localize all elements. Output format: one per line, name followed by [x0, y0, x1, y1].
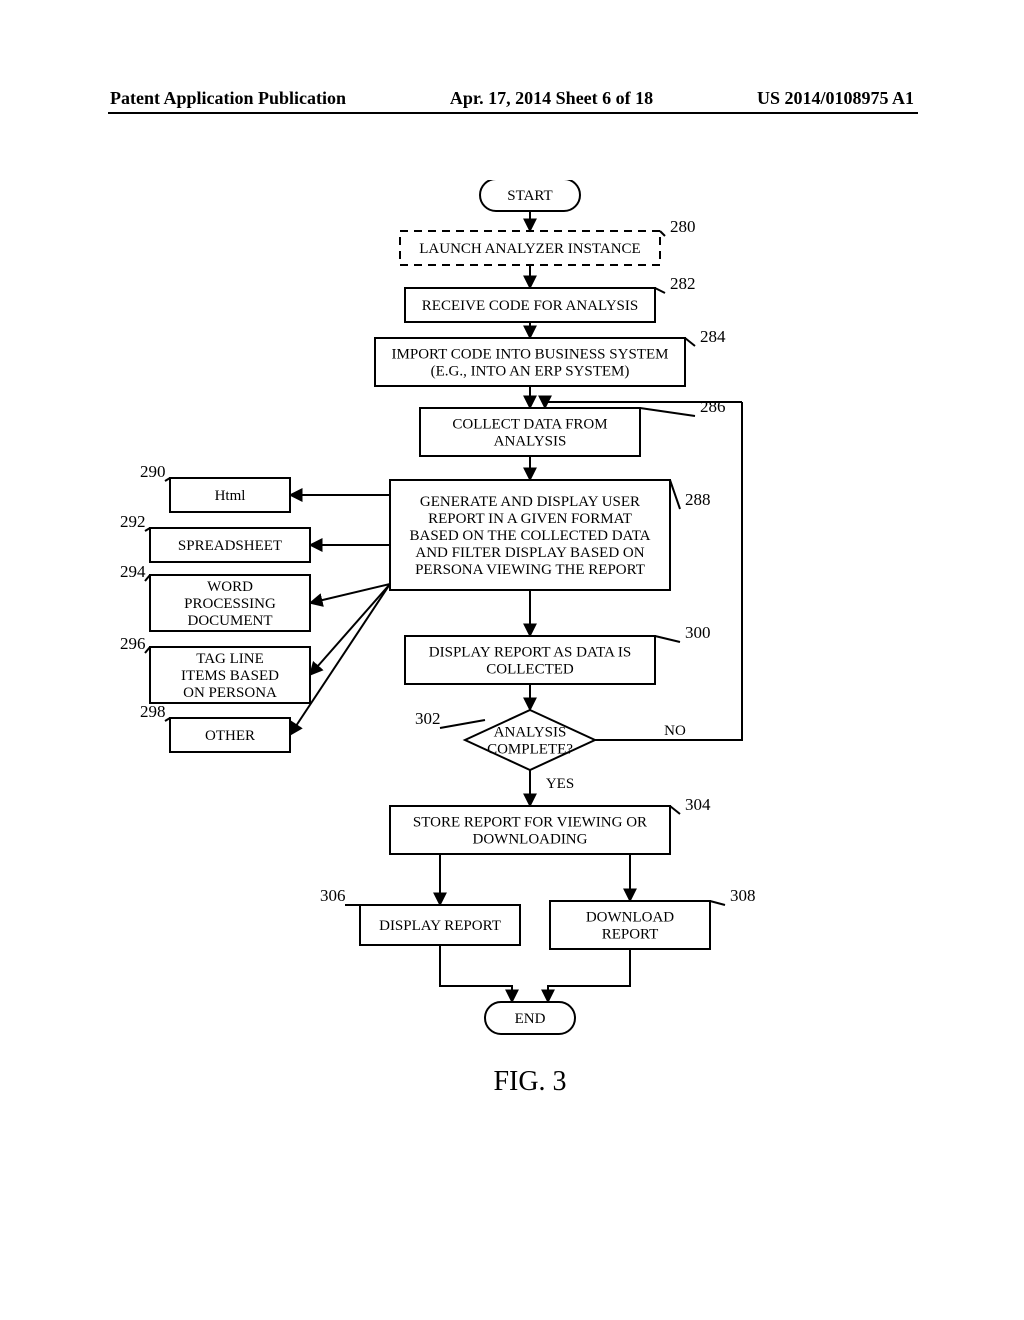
- header-center: Apr. 17, 2014 Sheet 6 of 18: [450, 88, 653, 109]
- svg-text:294: 294: [120, 562, 146, 581]
- svg-text:END: END: [515, 1011, 546, 1027]
- svg-text:Html: Html: [215, 488, 246, 504]
- flow-node-n308: DOWNLOADREPORT 308: [550, 886, 756, 949]
- header-left: Patent Application Publication: [110, 88, 346, 109]
- svg-text:ANALYSIS: ANALYSIS: [494, 434, 567, 450]
- flow-node-n280: LAUNCH ANALYZER INSTANCE 280: [400, 217, 696, 265]
- svg-text:LAUNCH ANALYZER INSTANCE: LAUNCH ANALYZER INSTANCE: [419, 241, 640, 257]
- flow-node-n304: STORE REPORT FOR VIEWING ORDOWNLOADING 30…: [390, 795, 711, 854]
- flow-node-n300: DISPLAY REPORT AS DATA ISCOLLECTED 300: [405, 623, 711, 684]
- svg-text:REPORT IN A GIVEN FORMAT: REPORT IN A GIVEN FORMAT: [428, 511, 632, 527]
- svg-text:DOCUMENT: DOCUMENT: [188, 613, 273, 629]
- svg-text:COLLECT DATA FROM: COLLECT DATA FROM: [452, 417, 607, 433]
- svg-text:TAG LINE: TAG LINE: [196, 651, 264, 667]
- svg-text:(E.G., INTO AN ERP SYSTEM): (E.G., INTO AN ERP SYSTEM): [431, 364, 630, 380]
- svg-text:PERSONA VIEWING THE REPORT: PERSONA VIEWING THE REPORT: [415, 562, 645, 578]
- flow-node-s296: TAG LINEITEMS BASEDON PERSONA 296: [120, 634, 310, 703]
- flow-node-n306: DISPLAY REPORT 306: [320, 886, 520, 945]
- figure-label: FIG. 3: [493, 1066, 566, 1097]
- svg-text:304: 304: [685, 795, 711, 814]
- flow-node-s290: Html 290: [140, 462, 290, 512]
- flow-node-end: END: [485, 1002, 575, 1034]
- svg-text:PROCESSING: PROCESSING: [184, 596, 276, 612]
- svg-text:COLLECTED: COLLECTED: [486, 662, 574, 678]
- svg-text:298: 298: [140, 702, 166, 721]
- svg-text:AND FILTER DISPLAY BASED ON: AND FILTER DISPLAY BASED ON: [415, 545, 644, 561]
- svg-text:DOWNLOADING: DOWNLOADING: [473, 832, 588, 848]
- flow-node-n288: GENERATE AND DISPLAY USERREPORT IN A GIV…: [390, 480, 711, 590]
- svg-text:OTHER: OTHER: [205, 728, 255, 744]
- svg-text:286: 286: [700, 397, 726, 416]
- svg-text:284: 284: [700, 327, 726, 346]
- header-right: US 2014/0108975 A1: [757, 88, 914, 109]
- flow-node-s294: WORDPROCESSINGDOCUMENT 294: [120, 562, 310, 631]
- svg-text:280: 280: [670, 217, 696, 236]
- flowchart-figure: YES NO START LAUNCH ANALYZER INSTANCE 280 RE…: [110, 180, 910, 1180]
- flow-node-n286: COLLECT DATA FROMANALYSIS 286: [420, 397, 726, 456]
- svg-text:DISPLAY REPORT AS DATA IS: DISPLAY REPORT AS DATA IS: [429, 645, 631, 661]
- svg-text:306: 306: [320, 886, 346, 905]
- svg-text:DOWNLOAD: DOWNLOAD: [586, 910, 674, 926]
- svg-text:292: 292: [120, 512, 146, 531]
- flow-node-n282: RECEIVE CODE FOR ANALYSIS 282: [405, 274, 696, 322]
- svg-text:308: 308: [730, 886, 756, 905]
- svg-text:296: 296: [120, 634, 146, 653]
- header-rule: [108, 112, 918, 114]
- svg-text:DISPLAY REPORT: DISPLAY REPORT: [379, 918, 501, 934]
- svg-text:SPREADSHEET: SPREADSHEET: [178, 538, 282, 554]
- flow-node-s298: OTHER 298: [140, 702, 290, 752]
- svg-text:ITEMS BASED: ITEMS BASED: [181, 668, 279, 684]
- svg-text:282: 282: [670, 274, 696, 293]
- svg-text:YES: YES: [546, 776, 574, 792]
- svg-text:START: START: [507, 188, 552, 204]
- svg-text:ON PERSONA: ON PERSONA: [183, 685, 277, 701]
- svg-text:ANALYSIS: ANALYSIS: [494, 725, 567, 741]
- flow-node-start: START: [480, 180, 580, 211]
- svg-text:NO: NO: [664, 723, 686, 739]
- page-header: Patent Application Publication Apr. 17, …: [0, 88, 1024, 109]
- svg-text:288: 288: [685, 490, 711, 509]
- svg-text:302: 302: [415, 709, 441, 728]
- flow-node-n284: IMPORT CODE INTO BUSINESS SYSTEM(E.G., I…: [375, 327, 726, 386]
- flow-node-n302: ANALYSISCOMPLETE? 302: [415, 709, 595, 770]
- svg-text:COMPLETE?: COMPLETE?: [487, 742, 573, 758]
- svg-text:BASED ON THE COLLECTED DATA: BASED ON THE COLLECTED DATA: [409, 528, 650, 544]
- svg-text:RECEIVE CODE FOR ANALYSIS: RECEIVE CODE FOR ANALYSIS: [422, 298, 638, 314]
- svg-text:300: 300: [685, 623, 711, 642]
- svg-text:STORE REPORT FOR VIEWING OR: STORE REPORT FOR VIEWING OR: [413, 815, 647, 831]
- flow-node-s292: SPREADSHEET 292: [120, 512, 310, 562]
- svg-text:290: 290: [140, 462, 166, 481]
- svg-text:IMPORT CODE INTO BUSINESS SYST: IMPORT CODE INTO BUSINESS SYSTEM: [392, 347, 669, 363]
- svg-text:GENERATE AND DISPLAY USER: GENERATE AND DISPLAY USER: [420, 494, 640, 510]
- svg-text:REPORT: REPORT: [602, 927, 659, 943]
- svg-text:WORD: WORD: [207, 579, 253, 595]
